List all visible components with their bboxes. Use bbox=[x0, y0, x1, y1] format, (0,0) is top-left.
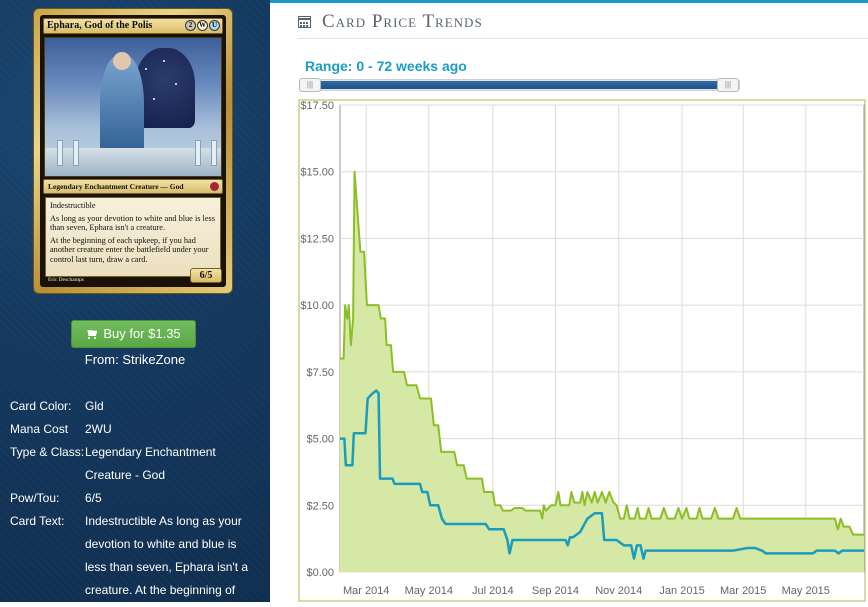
header-divider bbox=[298, 38, 868, 39]
mana-blue-icon: U bbox=[209, 20, 220, 31]
detail-row: creature. At the beginning of bbox=[10, 579, 265, 602]
card-details: Card Color: Gld Mana Cost 2WU Type & Class… bbox=[10, 395, 265, 602]
series-line-blue bbox=[340, 389, 864, 560]
seller-name: From: StrikeZone bbox=[84, 352, 186, 367]
rules-paragraph: Indestructible bbox=[50, 201, 96, 210]
detail-label bbox=[10, 464, 85, 487]
section-title: Card Price Trends bbox=[322, 11, 483, 32]
art-column bbox=[195, 140, 201, 166]
buy-button-label: Buy for $1.35 bbox=[103, 326, 181, 341]
calendar-icon bbox=[298, 16, 311, 28]
detail-row: Type & Class: Legendary Enchantment bbox=[10, 441, 265, 464]
detail-value: Creature - God bbox=[85, 468, 166, 482]
detail-row: Mana Cost 2WU bbox=[10, 418, 265, 441]
range-label: Range: 0 - 72 weeks ago bbox=[305, 58, 467, 74]
card-artwork bbox=[44, 37, 222, 177]
rules-paragraph: At the beginning of each upkeep, if you … bbox=[50, 235, 209, 264]
type-line-text: Legendary Enchantment Creature — God bbox=[48, 182, 184, 191]
detail-value: Indestructible As long as your bbox=[85, 514, 242, 528]
detail-row: Card Color: Gld bbox=[10, 395, 265, 418]
y-tick-label: $0.00 bbox=[306, 567, 334, 579]
art-column bbox=[57, 140, 63, 166]
price-chart: $0.00 $2.50 $5.00 $7.50 $10.00 $12.50 $15.00 $1… bbox=[298, 99, 866, 602]
y-tick-label: $7.50 bbox=[306, 367, 334, 379]
x-tick-label: May 2014 bbox=[405, 585, 453, 597]
detail-value: Legendary Enchantment bbox=[85, 445, 216, 459]
art-column bbox=[211, 140, 217, 166]
card-image[interactable]: Ephara, God of the Polis 2 W U Legend bbox=[33, 8, 233, 294]
card-name-bar: Ephara, God of the Polis 2 W U bbox=[43, 18, 223, 34]
rules-paragraph: As long as your devotion to white and bl… bbox=[50, 213, 215, 233]
y-tick-label: $2.50 bbox=[306, 500, 334, 512]
detail-value: Gld bbox=[85, 399, 104, 413]
x-tick-label: Jul 2014 bbox=[472, 585, 514, 597]
detail-label: Card Color: bbox=[10, 399, 72, 413]
y-tick-label: $17.50 bbox=[300, 100, 334, 112]
detail-row: Pow/Tou: 6/5 bbox=[10, 487, 265, 510]
card-frame: Ephara, God of the Polis 2 W U Legend bbox=[40, 15, 226, 287]
series-line-green bbox=[340, 170, 864, 536]
art-column bbox=[73, 140, 79, 166]
range-slider-fill bbox=[311, 81, 729, 89]
detail-label bbox=[10, 533, 85, 556]
detail-label: Pow/Tou: bbox=[10, 491, 60, 505]
y-tick-label: $12.50 bbox=[300, 233, 334, 245]
detail-label: Type & Class: bbox=[10, 445, 85, 459]
x-tick-label: Mar 2014 bbox=[343, 585, 389, 597]
art-star bbox=[145, 68, 147, 70]
detail-row: Card Text: Indestructible As long as your bbox=[10, 510, 265, 533]
header-accent-line bbox=[270, 0, 868, 3]
y-tick-label: $10.00 bbox=[300, 300, 334, 312]
set-symbol-icon bbox=[210, 182, 219, 191]
mana-cost-symbols: 2 W U bbox=[185, 20, 220, 31]
range-slider-right-handle[interactable]: ||| bbox=[717, 78, 739, 92]
x-tick-label: Nov 2014 bbox=[595, 585, 642, 597]
range-slider[interactable]: ||| ||| bbox=[299, 78, 740, 92]
detail-value: devotion to white and blue is bbox=[85, 537, 237, 551]
x-tick-label: Sep 2014 bbox=[532, 585, 579, 597]
art-star bbox=[175, 83, 177, 85]
art-goddess-head bbox=[113, 52, 131, 70]
art-starry-sky bbox=[135, 48, 195, 128]
section-header: Card Price Trends bbox=[298, 8, 483, 36]
price-chart-svg: $0.00 $2.50 $5.00 $7.50 $10.00 $12.50 $15.00 $1… bbox=[298, 99, 866, 602]
shopping-cart-icon bbox=[86, 330, 98, 339]
detail-label: Card Text: bbox=[10, 514, 65, 528]
detail-row: Creature - God bbox=[10, 464, 265, 487]
detail-value: creature. At the beginning of bbox=[85, 583, 236, 597]
buy-button[interactable]: Buy for $1.35 bbox=[71, 320, 196, 348]
card-type-line: Legendary Enchantment Creature — God bbox=[43, 179, 223, 194]
detail-label: Mana Cost bbox=[10, 422, 69, 436]
detail-label bbox=[10, 556, 85, 579]
detail-row: devotion to white and blue is bbox=[10, 533, 265, 556]
art-star bbox=[163, 60, 165, 62]
detail-value: 2WU bbox=[85, 422, 112, 436]
mana-generic-icon: 2 bbox=[185, 20, 196, 31]
art-city bbox=[45, 140, 221, 176]
x-tick-label: May 2015 bbox=[782, 585, 830, 597]
mana-white-icon: W bbox=[197, 20, 208, 31]
y-tick-label: $5.00 bbox=[306, 434, 334, 446]
detail-row: less than seven, Ephara isn't a bbox=[10, 556, 265, 579]
x-tick-label: Mar 2015 bbox=[720, 585, 766, 597]
art-star bbox=[153, 98, 155, 100]
artist-credit: Eric Deschamps bbox=[48, 277, 84, 283]
range-slider-left-handle[interactable]: ||| bbox=[299, 78, 321, 92]
detail-label bbox=[10, 579, 85, 602]
detail-value: 6/5 bbox=[85, 491, 102, 505]
card-name: Ephara, God of the Polis bbox=[47, 20, 153, 31]
power-toughness-box: 6/5 bbox=[190, 268, 222, 283]
x-tick-label: Jan 2015 bbox=[659, 585, 704, 597]
card-rules-text: Indestructible As long as your devotion … bbox=[45, 197, 221, 277]
y-tick-label: $15.00 bbox=[300, 167, 334, 179]
detail-value: less than seven, Ephara isn't a bbox=[85, 560, 249, 574]
